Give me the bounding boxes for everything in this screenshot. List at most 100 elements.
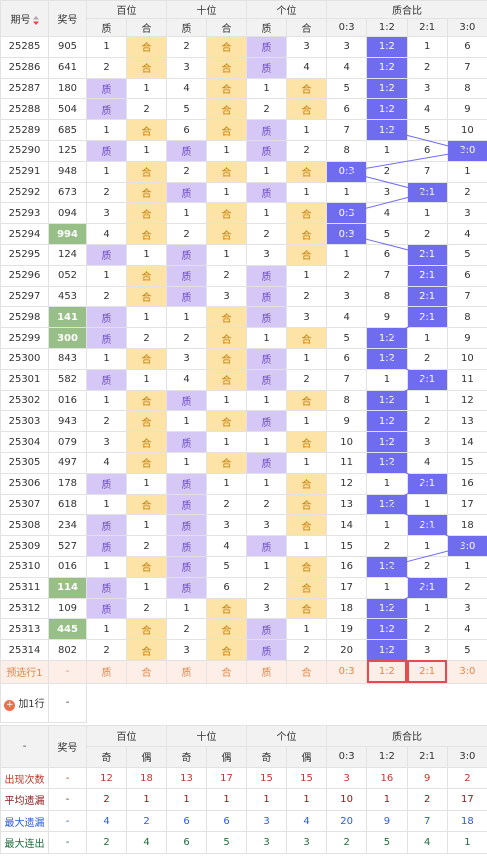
row: 25294 994 4 合 2 合 2 合 0:3 5 2 4 (0, 223, 487, 245)
cell: 合 (126, 431, 167, 453)
cell: 5 (206, 555, 247, 578)
cell: 质 (166, 285, 207, 308)
cell: 质 (246, 139, 287, 162)
add-button[interactable]: + 加1行 (0, 682, 49, 723)
cell: 合 (126, 389, 167, 412)
stat-number: - (48, 766, 87, 790)
cell: 2 (286, 285, 327, 308)
cell: 1:2 (366, 431, 408, 453)
preselect-cell[interactable]: 合 (286, 659, 327, 684)
number: 178 (48, 472, 87, 495)
cell: 1:2 (366, 98, 408, 121)
sub-header: 2:1 (406, 18, 448, 37)
cell: 19 (325, 618, 368, 641)
cell: 5 (325, 327, 368, 349)
sub-header: 质 (246, 18, 287, 37)
cell: 合 (286, 160, 327, 183)
cell: 1 (366, 368, 408, 391)
number: 114 (48, 576, 87, 599)
number: 016 (48, 555, 87, 578)
cell: 质 (86, 327, 127, 349)
cell: 1 (206, 472, 247, 495)
cell: 合 (206, 223, 247, 245)
cell: 质 (246, 181, 287, 204)
cell: 合 (206, 597, 247, 620)
issue: 25292 (0, 181, 49, 204)
group-header: 个位 (246, 724, 327, 747)
cell: 2 (286, 639, 327, 661)
cell: 1 (86, 264, 127, 287)
cell: 合 (126, 56, 167, 79)
cell: 质 (166, 493, 207, 516)
cell: 合 (286, 555, 327, 578)
stat-cell: 2 (86, 831, 127, 854)
cell: 1 (126, 472, 167, 495)
cell: 10 (325, 431, 368, 453)
preselect-cell[interactable]: 2:1 (406, 659, 448, 684)
preselect-cell[interactable]: 质 (166, 659, 207, 684)
number: 582 (48, 368, 87, 391)
cell: 6 (325, 347, 368, 370)
preselect-cell[interactable]: 合 (126, 659, 167, 684)
row: 25311 114 质 1 质 6 2 合 17 1 2:1 2 (0, 576, 487, 599)
preselect-cell[interactable]: 1:2 (366, 659, 408, 684)
cell: 1 (246, 160, 287, 183)
stat-cell: 1 (286, 788, 327, 811)
sub-header: 合 (206, 18, 247, 37)
cell: 2 (406, 56, 448, 79)
cell: 1 (206, 181, 247, 204)
number: 948 (48, 160, 87, 183)
cell: 合 (286, 389, 327, 412)
cell: 1:2 (366, 451, 408, 474)
cell: 合 (206, 451, 247, 474)
cell: 合 (126, 202, 167, 225)
stat-cell: 3 (246, 831, 287, 854)
cell: 合 (206, 306, 247, 329)
preselect-cell[interactable]: 质 (86, 659, 127, 684)
cell: 2 (286, 139, 327, 162)
preselect-cell[interactable]: 3:0 (446, 659, 487, 684)
cell: 2 (446, 181, 487, 204)
stat-cell: 1 (246, 788, 287, 811)
number: 994 (48, 223, 87, 245)
add-row: + 加1行 - (0, 682, 487, 723)
sub-header: 合 (286, 18, 327, 37)
cell: 11 (325, 451, 368, 474)
cell: 质 (246, 36, 287, 58)
stat-cell: 6 (166, 831, 207, 854)
cell: 1:2 (366, 56, 408, 79)
cell: 1 (126, 368, 167, 391)
cell: 1 (206, 243, 247, 266)
preselect-cell[interactable]: 质 (246, 659, 287, 684)
cell: 9 (446, 98, 487, 121)
cell: 1 (166, 451, 207, 474)
cell: 9 (366, 306, 408, 329)
cell: 2 (166, 618, 207, 641)
cell: 1 (406, 597, 448, 620)
cell: 3 (446, 202, 487, 225)
cell: 1 (126, 139, 167, 162)
issue-header[interactable]: 期号 (0, 0, 49, 37)
preselect-cell[interactable]: 0:3 (325, 659, 368, 684)
cell: 6 (206, 576, 247, 599)
cell: 质 (86, 306, 127, 329)
cell: 1 (126, 576, 167, 599)
cell: 2 (166, 36, 207, 58)
preselect-cell[interactable]: 合 (206, 659, 247, 684)
cell: 1 (166, 597, 207, 620)
row: 25306 178 质 1 质 1 1 合 12 1 2:1 16 (0, 472, 487, 495)
number: 125 (48, 139, 87, 162)
cell: 17 (325, 576, 368, 599)
cell: 3 (166, 347, 207, 370)
sub-header: 0:3 (325, 18, 368, 37)
stat-cell: 20 (325, 809, 368, 833)
cell: 1 (246, 431, 287, 453)
cell: 合 (126, 451, 167, 474)
stat-cell: 6 (206, 809, 247, 833)
row: 25300 843 1 合 3 合质 1 6 1:2 2 10 (0, 347, 487, 370)
cell: 合 (126, 119, 167, 141)
stat-label: 最大遗漏 (0, 809, 49, 833)
issue: 25307 (0, 493, 49, 516)
cell: 2 (86, 56, 127, 79)
issue: 25305 (0, 451, 49, 474)
